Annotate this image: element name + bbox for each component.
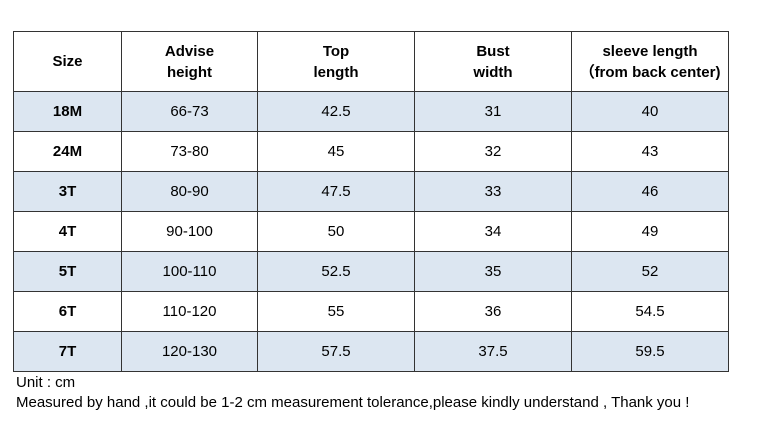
size-cell: 18M: [13, 91, 122, 132]
header-line: width: [473, 63, 513, 81]
note: Measured by hand ,it could be 1-2 cm mea…: [16, 394, 690, 411]
size-cell: 7T: [13, 331, 122, 372]
value-cell: 43: [571, 131, 729, 172]
value-cell: 34: [414, 211, 572, 252]
header-cell: Size: [13, 31, 122, 92]
header-cell: Bust width: [414, 31, 572, 92]
value-cell: 32: [414, 131, 572, 172]
value-cell: 55: [257, 291, 415, 332]
header-row: Size Advise height Top length Bust width sleeve…: [13, 31, 729, 92]
value-cell: 110-120: [121, 291, 258, 332]
header-line: （from back center): [579, 63, 721, 81]
value-cell: 42.5: [257, 91, 415, 132]
size-cell: 24M: [13, 131, 122, 172]
header-cell: Top length: [257, 31, 415, 92]
header-line: height: [167, 63, 212, 81]
value-cell: 40: [571, 91, 729, 132]
notes: Unit : cm Measured by hand ,it could be 1…: [16, 373, 689, 413]
header-cell: Advise height: [121, 31, 258, 92]
table-row: 3T 80-90 47.5 33 46: [13, 171, 729, 212]
header-line: Size: [52, 53, 83, 70]
value-cell: 35: [414, 251, 572, 292]
value-cell: 46: [571, 171, 729, 212]
value-cell: 66-73: [121, 91, 258, 132]
value-cell: 31: [414, 91, 572, 132]
table-row: 18M 66-73 42.5 31 40: [13, 91, 729, 132]
value-cell: 36: [414, 291, 572, 332]
size-cell: 6T: [13, 291, 122, 332]
table-body: 18M 66-73 42.5 31 40 24M 73-80 45 32 43 3T 80-90 47.…: [13, 91, 729, 372]
value-cell: 73-80: [121, 131, 258, 172]
table-row: 6T 110-120 55 36 54.5: [13, 291, 729, 332]
value-cell: 57.5: [257, 331, 415, 372]
value-cell: 49: [571, 211, 729, 252]
header-cell: sleeve length （from back center): [571, 31, 729, 92]
value-cell: 33: [414, 171, 572, 212]
header-line: Advise: [164, 42, 215, 60]
value-cell: 50: [257, 211, 415, 252]
value-cell: 37.5: [414, 331, 572, 372]
value-cell: 80-90: [121, 171, 258, 212]
size-table: Size Advise height Top length Bust width sleeve…: [13, 31, 729, 372]
value-cell: 45: [257, 131, 415, 172]
header-line: Bust: [476, 42, 510, 60]
value-cell: 100-110: [121, 251, 258, 292]
value-cell: 59.5: [571, 331, 729, 372]
table-row: 5T 100-110 52.5 35 52: [13, 251, 729, 292]
header-line: Top: [322, 42, 350, 60]
value-cell: 47.5: [257, 171, 415, 212]
header-line: sleeve length: [602, 42, 698, 60]
value-cell: 52: [571, 251, 729, 292]
size-cell: 4T: [13, 211, 122, 252]
value-cell: 52.5: [257, 251, 415, 292]
size-cell: 3T: [13, 171, 122, 212]
note: Unit : cm: [16, 374, 76, 391]
table-row: 7T 120-130 57.5 37.5 59.5: [13, 331, 729, 372]
value-cell: 54.5: [571, 291, 729, 332]
value-cell: 120-130: [121, 331, 258, 372]
table-row: 24M 73-80 45 32 43: [13, 131, 729, 172]
header-line: length: [313, 63, 359, 81]
table-row: 4T 90-100 50 34 49: [13, 211, 729, 252]
size-cell: 5T: [13, 251, 122, 292]
value-cell: 90-100: [121, 211, 258, 252]
